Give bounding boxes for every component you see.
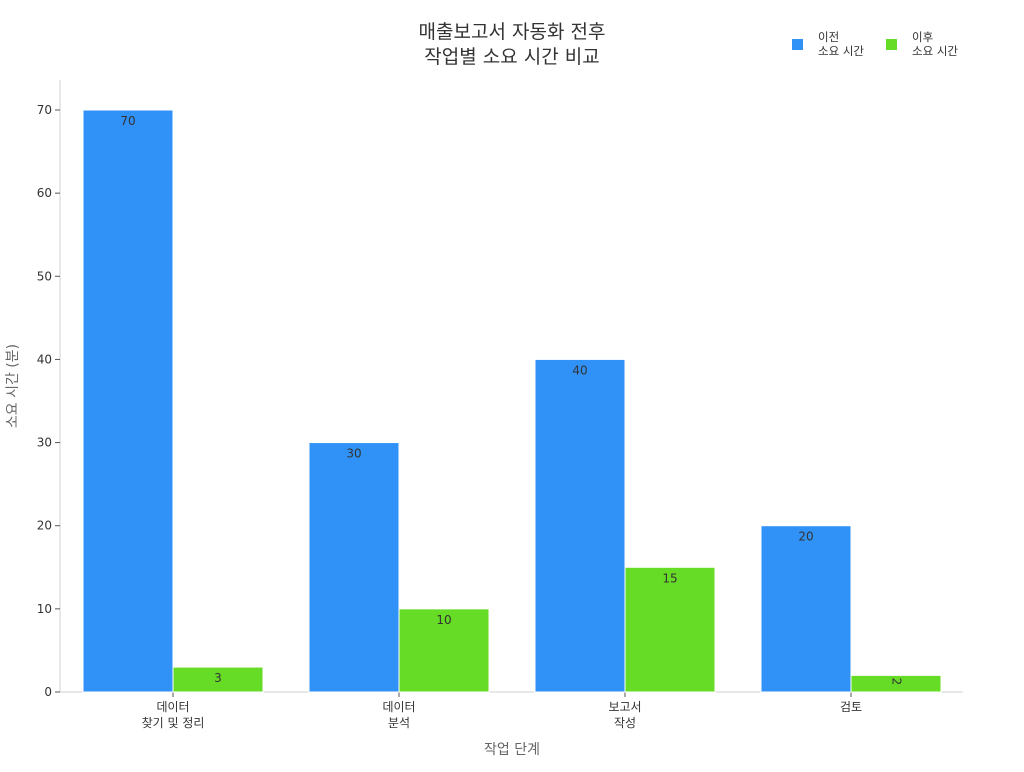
y-tick-label: 60 — [37, 186, 52, 200]
x-axis-label: 작업 단계 — [484, 742, 540, 758]
y-tick-label: 40 — [37, 352, 52, 366]
x-tick-label: 데이터 — [156, 700, 189, 714]
legend-label: 소요 시간 — [818, 44, 864, 58]
legend-label: 이전 — [818, 30, 839, 44]
y-axis-label: 소요 시간 (분) — [5, 344, 21, 428]
x-tick-label: 검토 — [840, 700, 862, 714]
bar — [850, 674, 942, 693]
title-line: 작업별 소요 시간 비교 — [424, 46, 599, 68]
data-label: 20 — [798, 530, 813, 544]
legend-swatch — [792, 39, 803, 50]
bar — [534, 358, 626, 693]
x-tick-label: 보고서 — [608, 700, 641, 714]
bar — [760, 525, 852, 693]
bar — [308, 442, 400, 693]
x-tick-label: 작성 — [614, 716, 636, 730]
legend-label: 소요 시간 — [912, 44, 958, 58]
data-label: 10 — [436, 613, 451, 627]
bar — [624, 566, 716, 693]
y-tick-label: 10 — [37, 602, 52, 616]
x-tick-label: 찾기 및 정리 — [142, 716, 205, 730]
y-tick-label: 50 — [37, 269, 52, 283]
data-label: 3 — [214, 671, 222, 685]
y-tick-label: 70 — [37, 103, 52, 117]
data-label: 30 — [346, 447, 361, 461]
data-label: 15 — [662, 571, 677, 585]
bar — [82, 109, 174, 693]
legend-label: 이후 — [912, 30, 933, 44]
data-label: 2 — [890, 678, 904, 686]
x-tick-label: 데이터 — [382, 700, 415, 714]
bars: 70 30 40 20 3 10 15 2 — [82, 109, 942, 693]
data-label: 70 — [120, 114, 135, 128]
x-tick-label: 분석 — [388, 716, 410, 730]
legend-swatch — [886, 39, 897, 50]
y-tick-label: 0 — [44, 685, 52, 699]
data-label: 40 — [572, 363, 587, 377]
bar — [398, 608, 490, 693]
y-tick-label: 30 — [37, 436, 52, 450]
bar — [172, 666, 264, 693]
title-line: 매출보고서 자동화 전후 — [419, 21, 606, 43]
y-tick-label: 20 — [37, 519, 52, 533]
